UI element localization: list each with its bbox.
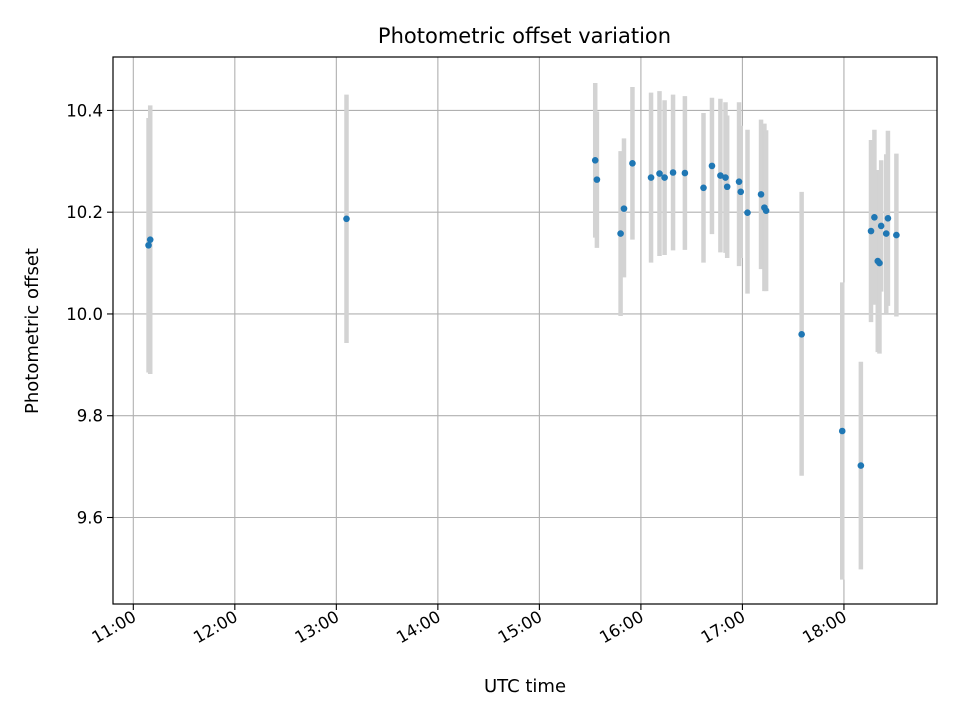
data-point xyxy=(882,230,890,237)
data-point xyxy=(593,176,601,183)
data-point xyxy=(757,191,765,198)
data-point xyxy=(669,169,677,176)
data-point xyxy=(591,156,599,164)
data-point xyxy=(723,183,731,191)
x-tick-label: 18:00 xyxy=(799,607,850,647)
x-tick-label: 15:00 xyxy=(495,607,546,647)
data-point xyxy=(647,174,655,181)
data-point xyxy=(145,241,152,249)
grid-lines xyxy=(113,57,937,604)
data-point xyxy=(884,215,892,222)
y-tick-label: 10.0 xyxy=(66,305,103,324)
data-point xyxy=(661,174,668,181)
data-point xyxy=(617,230,624,237)
plot-frame xyxy=(112,56,938,605)
data-point xyxy=(871,213,878,221)
data-point xyxy=(857,462,865,469)
x-tick-label: 13:00 xyxy=(292,607,343,647)
data-point xyxy=(737,188,745,196)
x-tick-label: 14:00 xyxy=(393,607,444,647)
axis-ticks: 11:00 12:00 13:00 14:00 15:00 16:00 17:00 18:00… xyxy=(66,101,850,647)
data-point xyxy=(798,331,805,338)
data-point xyxy=(717,172,724,179)
data-point xyxy=(838,427,846,435)
y-tick-label: 9.8 xyxy=(77,407,103,426)
data-point xyxy=(722,174,729,181)
data-point xyxy=(762,207,770,214)
data-point xyxy=(735,178,743,185)
x-tick-label: 11:00 xyxy=(89,607,140,647)
data-point xyxy=(620,205,628,212)
y-tick-label: 10.4 xyxy=(66,101,103,120)
y-tick-label: 9.6 xyxy=(77,508,103,527)
data-point xyxy=(343,215,350,223)
data-point xyxy=(629,160,636,167)
chart-title: Photometric offset variation xyxy=(378,24,671,48)
data-point xyxy=(681,169,689,177)
y-axis-label: Photometric offset xyxy=(22,248,43,414)
data-point xyxy=(867,227,875,235)
x-axis-label: UTC time xyxy=(484,676,566,697)
data-point xyxy=(744,209,751,217)
data-point xyxy=(876,259,883,267)
data-point xyxy=(893,231,900,239)
y-tick-label: 10.2 xyxy=(66,203,103,222)
x-tick-label: 12:00 xyxy=(190,607,241,647)
data-points xyxy=(145,156,900,469)
data-point xyxy=(146,236,154,243)
data-point xyxy=(656,170,663,177)
data-point xyxy=(700,184,707,192)
x-tick-label: 16:00 xyxy=(596,607,647,647)
x-tick-label: 17:00 xyxy=(698,607,749,647)
error-bars xyxy=(146,82,899,580)
data-point xyxy=(877,222,885,230)
data-point xyxy=(708,162,716,170)
